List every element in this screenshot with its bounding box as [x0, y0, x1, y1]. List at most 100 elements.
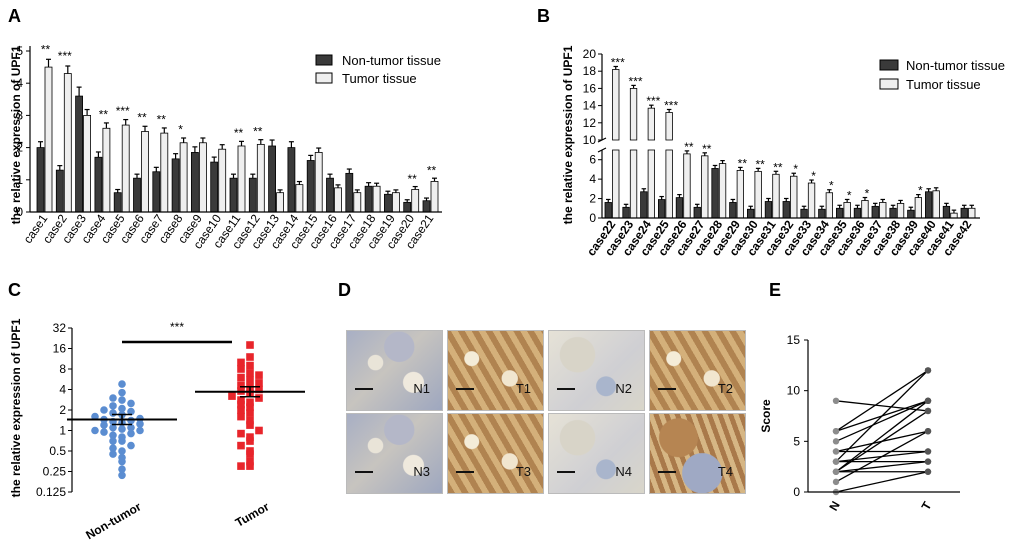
panel-c-point-tumor: [237, 358, 245, 367]
panel-e-point-n: [832, 468, 840, 475]
panel-b-significance: ***: [629, 74, 643, 88]
panel-c-point-nontumor: [109, 450, 117, 458]
panel-e-pair-line: [835, 400, 929, 442]
panel-a-bar-nontumor: [422, 200, 431, 213]
scale-bar: [658, 471, 676, 473]
panel-c-point-nontumor: [100, 406, 108, 414]
panel-b-bar-nontumor: [747, 208, 755, 219]
panel-a-significance: **: [99, 107, 109, 121]
scale-bar: [456, 471, 474, 473]
panel-c-point-nontumor: [118, 447, 126, 455]
panel-label-A: A: [8, 6, 21, 26]
panel-c-point-nontumor: [118, 380, 126, 388]
panel-b-significance: **: [702, 142, 712, 156]
panel-a-ytick-label: 4: [16, 76, 23, 90]
panel-c-point-nontumor: [136, 414, 144, 423]
panel-b-bar-nontumor: [658, 199, 666, 219]
panel-b-significance: **: [773, 160, 783, 174]
panel-a-bar-tumor: [141, 131, 149, 213]
histology-image-t2: T2: [649, 330, 746, 411]
panel-c-point-tumor: [246, 403, 254, 411]
panel-a-bar-nontumor: [345, 172, 354, 213]
panel-c-point-tumor: [246, 437, 254, 445]
panel-b-bar-nontumor: [942, 205, 951, 219]
panel-b-bar-nontumor: [764, 201, 773, 219]
panel-b-bar-tumor: [861, 200, 869, 219]
panel-e-point-t: [924, 448, 932, 455]
panel-b-legend-swatch-tumor: [879, 78, 899, 90]
panel-e-point-n: [832, 458, 840, 465]
panel-b-bar-nontumor: [871, 205, 879, 219]
panel-b-bar-tumor: [665, 112, 673, 141]
panel-b-bar-tumor: [843, 202, 851, 219]
panel-a-ytick-label: 5: [16, 44, 23, 58]
scale-bar: [557, 388, 575, 390]
panel-c-point-nontumor: [118, 404, 126, 413]
panel-c-point-nontumor: [118, 433, 126, 441]
panel-a-legend-nontumor: Non-tumor tissue: [342, 53, 441, 68]
histology-image-n2: N2: [548, 330, 645, 411]
panel-e-ytick-label: 5: [793, 434, 800, 448]
panel-c-point-tumor: [255, 371, 263, 379]
panel-b-significance: *: [918, 184, 923, 198]
histology-image-t4: T4: [649, 413, 746, 494]
panel-b-bar-tumor: [612, 69, 620, 141]
panel-c-point-tumor: [255, 379, 263, 387]
panel-c-point-nontumor: [109, 437, 117, 445]
panel-b-ytick-label: 0: [589, 211, 596, 225]
panel-a-bar-tumor: [237, 145, 246, 213]
panel-c-point-nontumor: [118, 453, 126, 462]
panel-c-point-nontumor: [109, 394, 117, 402]
panel-c-point-tumor: [246, 353, 254, 361]
histology-image-t1: T1: [447, 330, 544, 411]
panel-e-point-n: [832, 438, 840, 445]
panel-b-significance: ***: [664, 98, 678, 112]
panel-c-significance: ***: [170, 320, 184, 334]
panel-b-bar-tumor: [718, 163, 727, 219]
panel-b-bar-tumor: [647, 149, 655, 219]
panel-c-y-label: the relative expression of UPF1: [9, 318, 23, 497]
panel-c-point-tumor: [246, 416, 254, 425]
panel-b-bar-nontumor: [853, 207, 862, 219]
panel-a-bar-nontumor: [190, 152, 199, 213]
panel-c-point-tumor: [255, 385, 263, 394]
panel-c-point-tumor: [237, 462, 245, 470]
panel-b-bar-nontumor: [640, 191, 648, 219]
panel-b-bar-tumor: [950, 212, 958, 219]
histology-label: T1: [515, 381, 531, 396]
panel-a-bar-tumor: [160, 132, 169, 213]
panel-c-point-nontumor: [136, 426, 144, 435]
scale-bar: [355, 388, 373, 390]
panel-b-legend-swatch-nontumor: [879, 59, 899, 71]
panel-c-point-nontumor: [91, 426, 99, 435]
histology-label: N2: [615, 381, 632, 396]
panel-a-legend-swatch-nontumor: [315, 54, 333, 66]
panel-c-point-tumor: [255, 426, 263, 435]
panel-c-point-tumor: [237, 441, 245, 450]
panel-e-point-n: [832, 397, 840, 404]
panel-e-point-n: [832, 478, 840, 486]
panel-b-significance: *: [829, 179, 834, 193]
panel-c-ytick-label: 8: [59, 362, 66, 376]
panel-e-pair-line: [835, 430, 929, 483]
panel-e-point-t: [924, 367, 932, 374]
panel-b-bar-nontumor: [960, 207, 968, 219]
panel-a-significance: ***: [116, 104, 130, 118]
panel-label-E: E: [769, 280, 781, 300]
panel-c-ytick-label: 2: [59, 403, 66, 417]
panel-a-bar-tumor: [256, 143, 265, 213]
panel-label-C: C: [8, 280, 21, 300]
panel-a-legend-swatch-tumor: [315, 72, 333, 84]
panel-a-ytick-label: 0: [16, 205, 23, 219]
panel-c-point-nontumor: [109, 444, 117, 452]
panel-b-bar-tumor: [879, 202, 887, 219]
panel-e-ytick-label: 0: [793, 485, 800, 499]
panel-c-ytick-label: 4: [59, 383, 66, 397]
panel-c-point-nontumor: [136, 420, 144, 428]
panel-e-point-t: [924, 458, 932, 465]
panel-c-point-tumor: [228, 392, 236, 400]
panel-b-ytick-label: 6: [589, 153, 596, 167]
panel-b-bar-chart: the relative expression of UPF1 0 2 4 6 10 12…: [561, 45, 1005, 258]
panel-b-significance: **: [738, 156, 748, 170]
